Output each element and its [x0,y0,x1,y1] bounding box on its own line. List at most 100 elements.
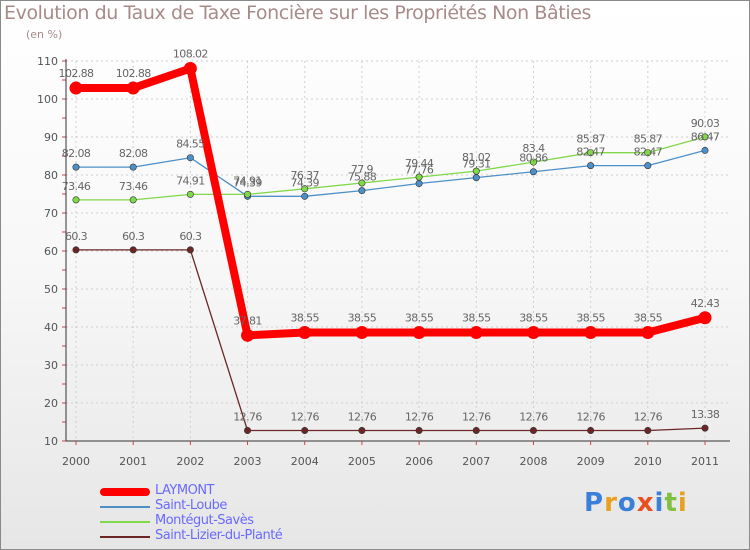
legend-label-saint-loube: Saint-Loube [155,498,227,513]
data-point-montegut-saves [644,149,652,157]
y-tick-label: 90 [44,131,58,144]
data-label-saint-lizier-du-plante: 12.76 [233,411,262,424]
data-label-montegut-saves: 73.46 [62,180,91,193]
data-point-saint-lizier-du-plante [587,427,595,435]
data-label-saint-loube: 80.86 [519,152,548,165]
data-point-laymont [641,326,655,340]
data-point-saint-loube [587,162,595,170]
x-tick-label: 2010 [634,455,662,468]
data-point-montegut-saves [701,133,709,141]
data-label-saint-loube: 84.55 [176,138,205,151]
data-point-saint-lizier-du-plante [415,427,423,435]
data-label-laymont: 37.81 [233,314,262,327]
x-tick-label: 2011 [691,455,719,468]
y-tick-label: 80 [44,169,58,182]
x-tick-label: 2005 [348,455,376,468]
data-point-saint-loube [358,187,366,195]
data-label-laymont: 38.55 [462,312,491,325]
series-layer [69,62,712,435]
series-line-laymont [72,64,709,340]
logo-letter: i [677,488,688,518]
data-point-saint-loube [186,154,194,162]
data-point-saint-lizier-du-plante [644,427,652,435]
x-tick-label: 2009 [577,455,605,468]
data-point-saint-lizier-du-plante [244,427,252,435]
data-point-montegut-saves [587,149,595,157]
data-label-saint-lizier-du-plante: 60.3 [179,230,202,243]
data-point-saint-loube [472,174,480,182]
y-tick-label: 70 [44,207,58,220]
x-tick-label: 2001 [119,455,147,468]
x-tick-label: 2004 [291,455,319,468]
grid-lines [66,60,730,442]
data-label-laymont: 38.55 [576,312,605,325]
legend-item-montegut-saves: Montégut-Savès [100,513,420,529]
data-point-montegut-saves [301,185,309,193]
data-label-laymont: 102.88 [116,67,151,80]
legend-swatch-saint-loube [100,506,150,508]
y-axis-unit: (en %) [26,28,63,41]
data-label-montegut-saves: 76.37 [290,169,319,182]
data-label-saint-loube: 82.08 [119,147,148,160]
series-line-montegut-saves [75,136,706,201]
data-label-saint-lizier-du-plante: 13.38 [691,408,720,421]
data-point-montegut-saves [529,158,537,166]
data-point-laymont [412,326,426,340]
chart-title: Evolution du Taux de Taxe Foncière sur l… [4,2,592,24]
x-tick-label: 2000 [62,455,90,468]
data-label-montegut-saves: 73.46 [119,180,148,193]
y-tick-label: 100 [37,93,58,106]
legend-item-saint-loube: Saint-Loube [100,498,420,514]
data-label-saint-lizier-du-plante: 12.76 [405,411,434,424]
data-labels: 102.88 102.88 108.02 37.81 38.55 38.55 38.55 38… [59,48,721,424]
data-label-saint-loube: 79.31 [462,158,491,171]
legend-item-saint-lizier: Saint-Lizier-du-Planté [100,528,420,544]
data-point-saint-lizier-du-plante [358,427,366,435]
data-point-saint-lizier-du-plante [301,427,309,435]
x-tick-label: 2002 [176,455,204,468]
data-point-montegut-saves [358,179,366,187]
series-line-saint-lizier-du-plante [75,249,706,432]
data-label-laymont: 38.55 [405,312,434,325]
data-label-laymont: 38.55 [634,312,663,325]
data-point-saint-lizier-du-plante [72,246,80,254]
legend-label-saint-lizier: Saint-Lizier-du-Planté [155,528,283,543]
logo-letter: P [584,488,605,518]
y-tick-label: 10 [44,435,58,448]
data-label-montegut-saves: 83.4 [522,142,545,155]
data-point-saint-loube [529,168,537,176]
y-tick-label: 40 [44,321,58,334]
data-label-saint-loube: 86.47 [691,130,720,143]
data-point-saint-lizier-du-plante [472,427,480,435]
data-label-saint-lizier-du-plante: 12.76 [462,411,491,424]
axes: 10 20 30 40 50 60 70 80 90 100 110 2000 2001 2002 2003… [37,55,730,468]
data-label-montegut-saves: 85.87 [576,133,605,146]
data-label-laymont: 38.55 [519,312,548,325]
y-tick-label: 50 [44,283,58,296]
data-label-laymont: 38.55 [290,312,319,325]
data-label-saint-lizier-du-plante: 12.76 [290,411,319,424]
data-label-saint-lizier-du-plante: 60.3 [122,230,145,243]
data-point-laymont [526,326,540,340]
data-label-montegut-saves: 81.02 [462,151,491,164]
legend-swatch-laymont [100,488,150,496]
data-label-saint-loube: 74.39 [233,176,262,189]
data-label-laymont: 108.02 [173,48,208,61]
data-label-montegut-saves: 90.03 [691,117,720,130]
data-point-laymont [698,311,712,325]
logo-letter: i [654,488,665,518]
data-point-laymont [241,328,255,342]
data-point-saint-lizier-du-plante [186,246,194,254]
data-point-saint-loube [72,163,80,171]
data-label-saint-lizier-du-plante: 12.76 [348,411,377,424]
data-point-laymont [355,326,369,340]
data-point-montegut-saves [244,190,252,198]
x-tick-label: 2003 [234,455,262,468]
data-label-laymont: 102.88 [59,67,94,80]
data-point-saint-loube [701,146,709,154]
data-point-montegut-saves [415,173,423,181]
legend-item-laymont: LAYMONT [100,483,420,499]
logo-letter: t [664,488,678,518]
data-point-saint-lizier-du-plante [129,246,137,254]
